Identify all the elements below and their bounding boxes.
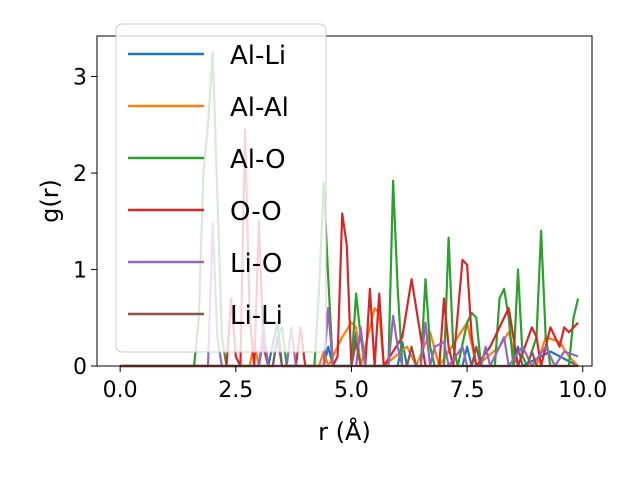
x-tick-label: 7.5 [450, 378, 485, 403]
series-line-li-li [120, 336, 579, 368]
y-tick-label: 1 [73, 259, 87, 284]
x-tick-label: 5.0 [334, 378, 369, 403]
legend-label: Li-Li [230, 301, 283, 331]
y-axis-label: g(r) [36, 179, 64, 223]
legend-label: O-O [230, 197, 282, 227]
legend-label: Al-Al [230, 93, 289, 123]
legend-label: Li-O [230, 249, 282, 279]
x-tick-label: 2.5 [218, 378, 253, 403]
x-tick-label: 0.0 [103, 378, 138, 403]
y-tick-label: 2 [73, 162, 87, 187]
y-tick-label: 0 [73, 355, 87, 380]
legend-box [115, 23, 327, 353]
legend-label: Al-Li [230, 41, 286, 71]
axes-frame [96, 35, 593, 367]
legend-label: Al-O [230, 145, 286, 175]
y-tick-label: 3 [73, 66, 87, 91]
x-axis-label: r (Å) [318, 417, 371, 446]
axes-layer: 0.0 2.5 5.0 7.5 10.0 0 1 2 3 [73, 35, 607, 403]
x-tick-label: 10.0 [558, 378, 607, 403]
legend: Al-Li Al-Al Al-O O-O Li-O Li-Li [115, 23, 327, 353]
